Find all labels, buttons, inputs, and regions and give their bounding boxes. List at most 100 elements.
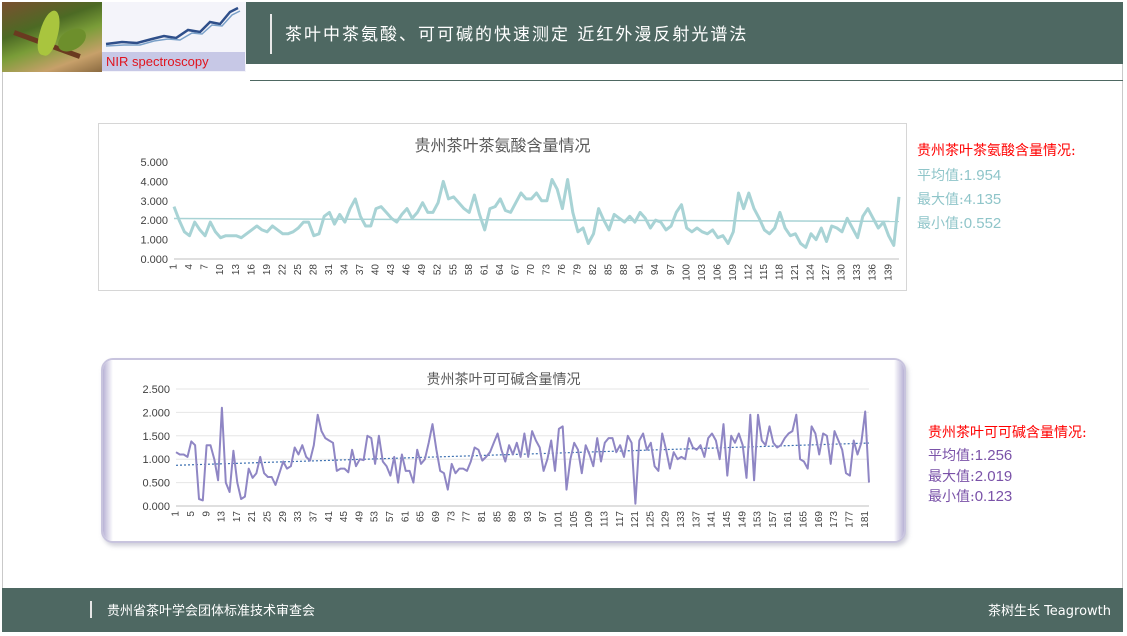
amino-max-row: 最大值:4.135 <box>917 188 1076 212</box>
theobromine-min-value: 0.123 <box>974 488 1013 505</box>
theobromine-x-tick-label: 41 <box>324 511 335 523</box>
amino-x-tick-label: 16 <box>246 264 257 276</box>
theobromine-chart: 贵州茶叶可可碱含量情况 0.000 0.500 1.000 1.500 2.000 2.5… <box>101 358 906 543</box>
theobromine-x-tick-label: 89 <box>508 511 519 523</box>
theobromine-x-tick-label: 25 <box>263 511 274 523</box>
theobromine-x-tick-label: 21 <box>247 511 258 523</box>
theobromine-x-tick-label: 141 <box>707 511 718 528</box>
theobromine-x-tick-label: 77 <box>462 511 473 523</box>
amino-x-tick-label: 76 <box>557 264 568 276</box>
theobromine-min-row: 最小值:0.123 <box>928 487 1087 508</box>
header-divider <box>270 14 272 54</box>
amino-x-tick-label: 10 <box>215 264 226 276</box>
amino-x-tick-label: 28 <box>308 264 319 276</box>
amino-y-tick-label: 3.000 <box>140 196 168 208</box>
amino-max-value: 4.135 <box>963 191 1002 208</box>
amino-x-tick-label: 1 <box>169 264 180 270</box>
amino-avg-row: 平均值:1.954 <box>917 164 1076 188</box>
theobromine-x-tick-label: 9 <box>201 511 212 517</box>
theobromine-avg-value: 1.256 <box>974 447 1013 464</box>
amino-y-tick-label: 4.000 <box>140 176 168 188</box>
theobromine-x-tick-label: 65 <box>416 511 427 523</box>
theobromine-x-tick-label: 85 <box>492 511 503 523</box>
tea-leaf-image <box>2 2 102 72</box>
header-underline <box>250 80 1123 81</box>
amino-x-tick-label: 67 <box>510 264 521 276</box>
amino-x-tick-label: 37 <box>355 264 366 276</box>
theobromine-x-tick-label: 97 <box>538 511 549 523</box>
logo-banner: NIR spectroscopy <box>2 2 246 74</box>
theobromine-y-tick-label: 2.000 <box>142 407 170 419</box>
amino-x-tick-label: 7 <box>200 264 211 270</box>
amino-x-tick-label: 34 <box>340 264 351 276</box>
amino-x-tick-label: 124 <box>806 264 817 281</box>
amino-min-value: 0.552 <box>963 215 1002 232</box>
amino-avg-value: 1.954 <box>963 167 1002 184</box>
amino-y-tick-label: 5.000 <box>140 157 168 169</box>
theobromine-x-tick-label: 17 <box>232 511 243 523</box>
amino-x-tick-label: 88 <box>619 264 630 276</box>
amino-x-tick-label: 43 <box>386 264 397 276</box>
amino-x-tick-label: 58 <box>464 264 475 276</box>
amino-x-tick-label: 118 <box>775 264 786 280</box>
amino-x-tick-label: 127 <box>821 264 832 281</box>
footer-bar <box>2 588 1123 632</box>
amino-y-tick-label: 2.000 <box>140 215 168 227</box>
amino-y-tick-label: 0.000 <box>140 254 168 266</box>
amino-x-tick-label: 61 <box>479 264 490 276</box>
amino-series-line <box>172 178 901 249</box>
amino-x-tick-label: 112 <box>743 264 754 280</box>
theobromine-trendline <box>175 442 870 466</box>
theobromine-x-tick-label: 129 <box>661 511 672 528</box>
theobromine-x-tick-label: 105 <box>569 511 580 528</box>
theobromine-chart-title: 贵州茶叶可可碱含量情况 <box>426 372 581 388</box>
amino-x-tick-label: 70 <box>526 264 537 276</box>
footer-brand: 茶树生长 Teagrowth <box>987 604 1111 619</box>
amino-x-tick-label: 19 <box>262 264 273 276</box>
theobromine-x-tick-label: 117 <box>615 511 626 527</box>
amino-x-tick-label: 79 <box>573 264 584 276</box>
amino-min-label: 最小值: <box>917 216 964 232</box>
theobromine-chart-plot: 0.000 0.500 1.000 1.500 2.000 2.500 1 5 9 13 17 21 2… <box>142 384 870 528</box>
theobromine-min-label: 最小值: <box>928 489 975 505</box>
amino-x-tick-label: 109 <box>728 264 739 281</box>
theobromine-y-tick-label: 1.000 <box>142 454 170 466</box>
amino-x-tick-label: 52 <box>433 264 444 276</box>
amino-x-tick-label: 94 <box>650 264 661 276</box>
amino-x-tick-label: 139 <box>883 264 894 281</box>
theobromine-x-tick-label: 121 <box>630 511 641 528</box>
theobromine-y-tick-label: 2.500 <box>142 384 170 396</box>
theobromine-avg-row: 平均值:1.256 <box>928 446 1087 467</box>
theobromine-x-tick-label: 177 <box>844 511 855 528</box>
amino-x-tick-label: 46 <box>402 264 413 276</box>
amino-x-tick-label: 22 <box>277 264 288 276</box>
theobromine-series-line <box>175 406 870 505</box>
footer-organization: 贵州省茶叶学会团体标准技术审查会 <box>107 604 316 619</box>
theobromine-x-tick-label: 81 <box>477 511 488 523</box>
amino-x-tick-label: 136 <box>868 264 879 281</box>
amino-max-label: 最大值: <box>917 192 964 208</box>
theobromine-x-tick-label: 173 <box>829 511 840 528</box>
amino-x-tick-label: 64 <box>495 264 506 276</box>
amino-x-tick-label: 121 <box>790 264 801 281</box>
theobromine-max-value: 2.019 <box>974 467 1013 485</box>
amino-x-tick-label: 130 <box>837 264 848 281</box>
theobromine-y-tick-label: 1.500 <box>142 431 170 443</box>
amino-x-tick-label: 82 <box>588 264 599 276</box>
theobromine-x-tick-label: 37 <box>308 511 319 523</box>
theobromine-x-tick-label: 137 <box>691 511 702 528</box>
theobromine-x-tick-label: 61 <box>400 511 411 523</box>
theobromine-x-tick-label: 149 <box>737 511 748 528</box>
amino-acid-chart: 贵州茶叶茶氨酸含量情况 0.000 1.000 2.000 3.000 4.000 5.0… <box>98 123 907 291</box>
header-bar <box>246 2 1123 64</box>
amino-stats-panel: 贵州茶叶茶氨酸含量情况: 平均值:1.954 最大值:4.135 最小值:0.5… <box>917 140 1076 236</box>
theobromine-x-tick-label: 161 <box>783 511 794 528</box>
theobromine-x-tick-label: 169 <box>814 511 825 528</box>
amino-trendline <box>173 217 900 223</box>
page-title: 茶叶中茶氨酸、可可碱的快速测定 近红外漫反射光谱法 <box>285 25 749 45</box>
nir-spectroscopy-label: NIR spectroscopy <box>102 52 245 71</box>
amino-y-tick-label: 1.000 <box>140 235 168 247</box>
theobromine-x-tick-label: 93 <box>523 511 534 523</box>
amino-x-tick-label: 133 <box>852 264 863 281</box>
amino-x-tick-label: 73 <box>541 264 552 276</box>
